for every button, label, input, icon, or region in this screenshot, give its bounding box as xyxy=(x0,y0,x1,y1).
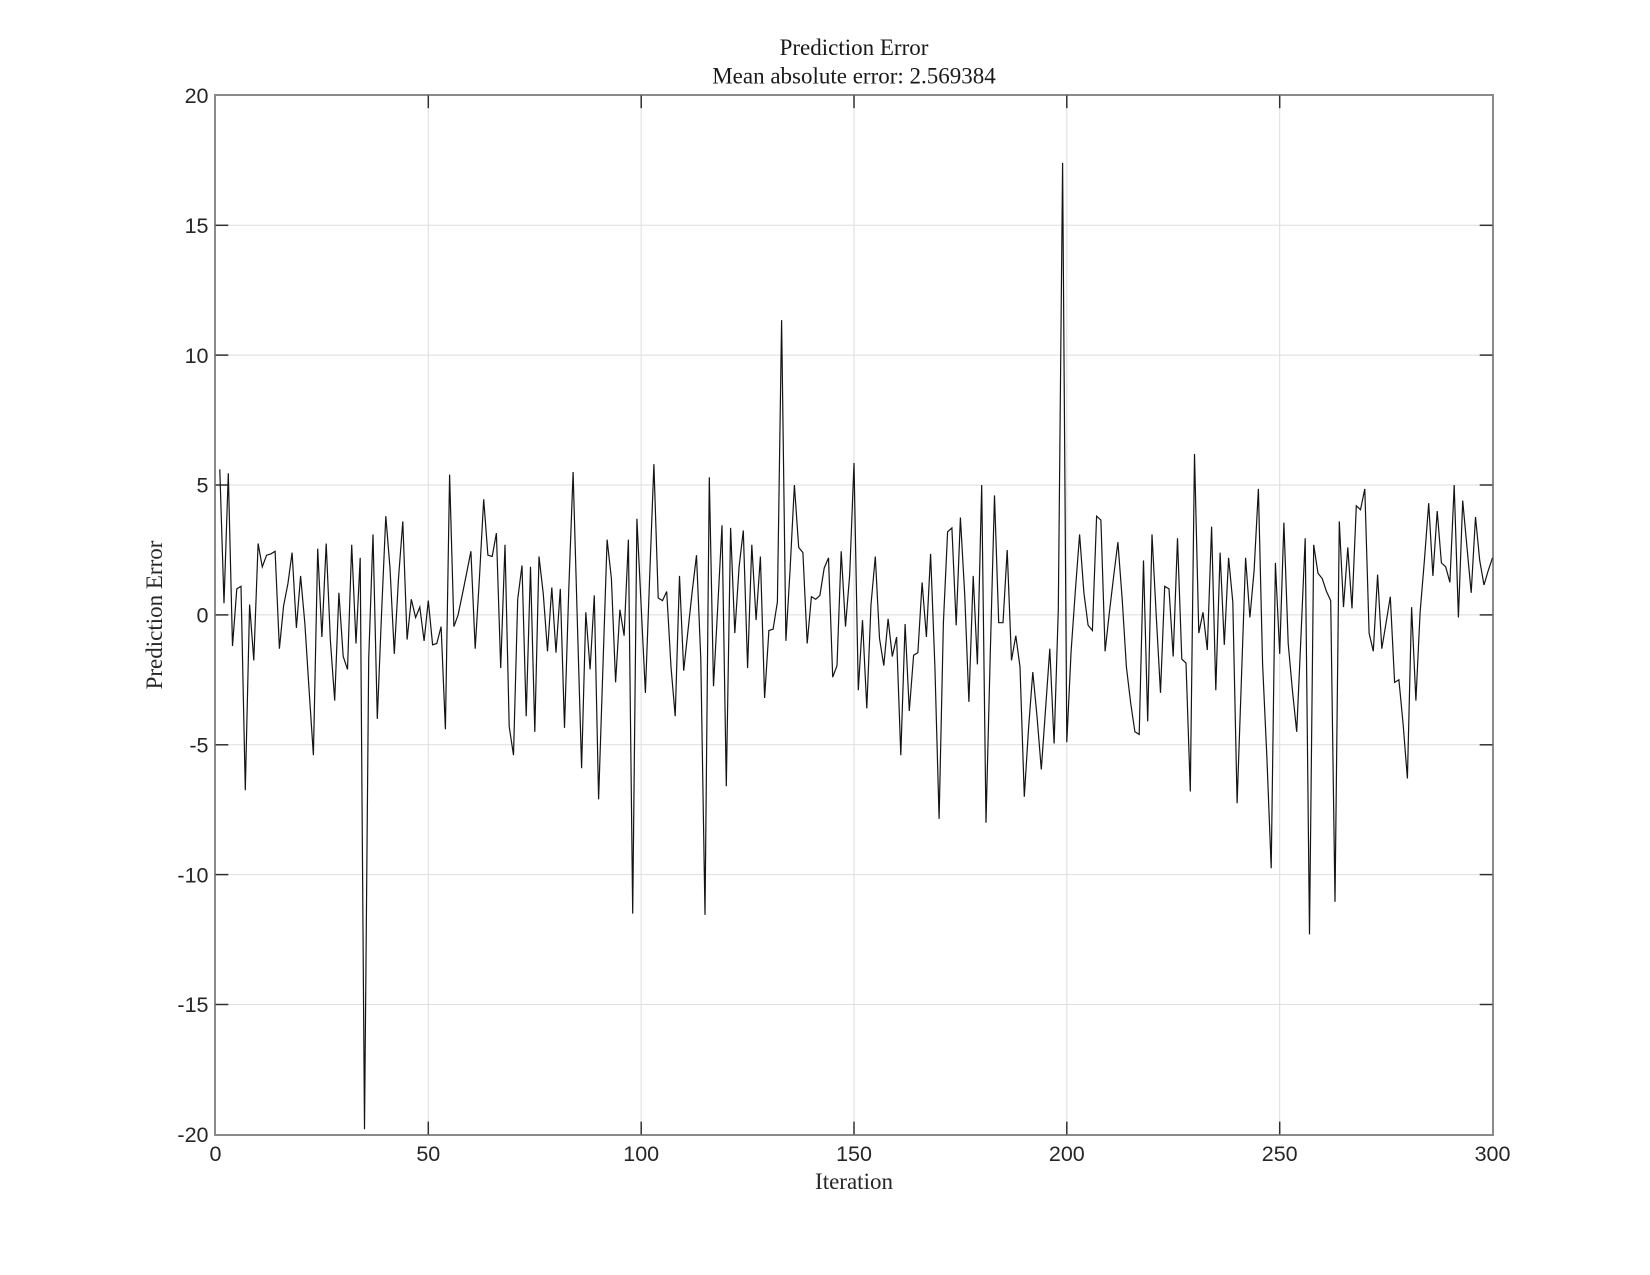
svg-text:200: 200 xyxy=(1049,1142,1085,1166)
svg-text:-10: -10 xyxy=(177,863,208,887)
svg-text:15: 15 xyxy=(185,214,209,238)
svg-text:20: 20 xyxy=(185,84,209,108)
svg-text:0: 0 xyxy=(197,604,209,628)
svg-text:50: 50 xyxy=(416,1142,440,1166)
svg-text:5: 5 xyxy=(197,474,209,498)
svg-text:150: 150 xyxy=(836,1142,872,1166)
svg-text:-15: -15 xyxy=(177,993,208,1017)
svg-text:-20: -20 xyxy=(177,1123,208,1147)
svg-text:10: 10 xyxy=(185,344,209,368)
svg-text:Prediction Error: Prediction Error xyxy=(780,35,929,60)
svg-text:Iteration: Iteration xyxy=(815,1169,893,1194)
svg-text:100: 100 xyxy=(623,1142,659,1166)
svg-text:-5: -5 xyxy=(189,734,208,758)
svg-text:250: 250 xyxy=(1262,1142,1298,1166)
svg-text:300: 300 xyxy=(1475,1142,1511,1166)
svg-text:Prediction Error: Prediction Error xyxy=(142,540,167,689)
svg-text:0: 0 xyxy=(210,1142,222,1166)
svg-text:Mean absolute error: 2.569384: Mean absolute error: 2.569384 xyxy=(712,64,996,89)
